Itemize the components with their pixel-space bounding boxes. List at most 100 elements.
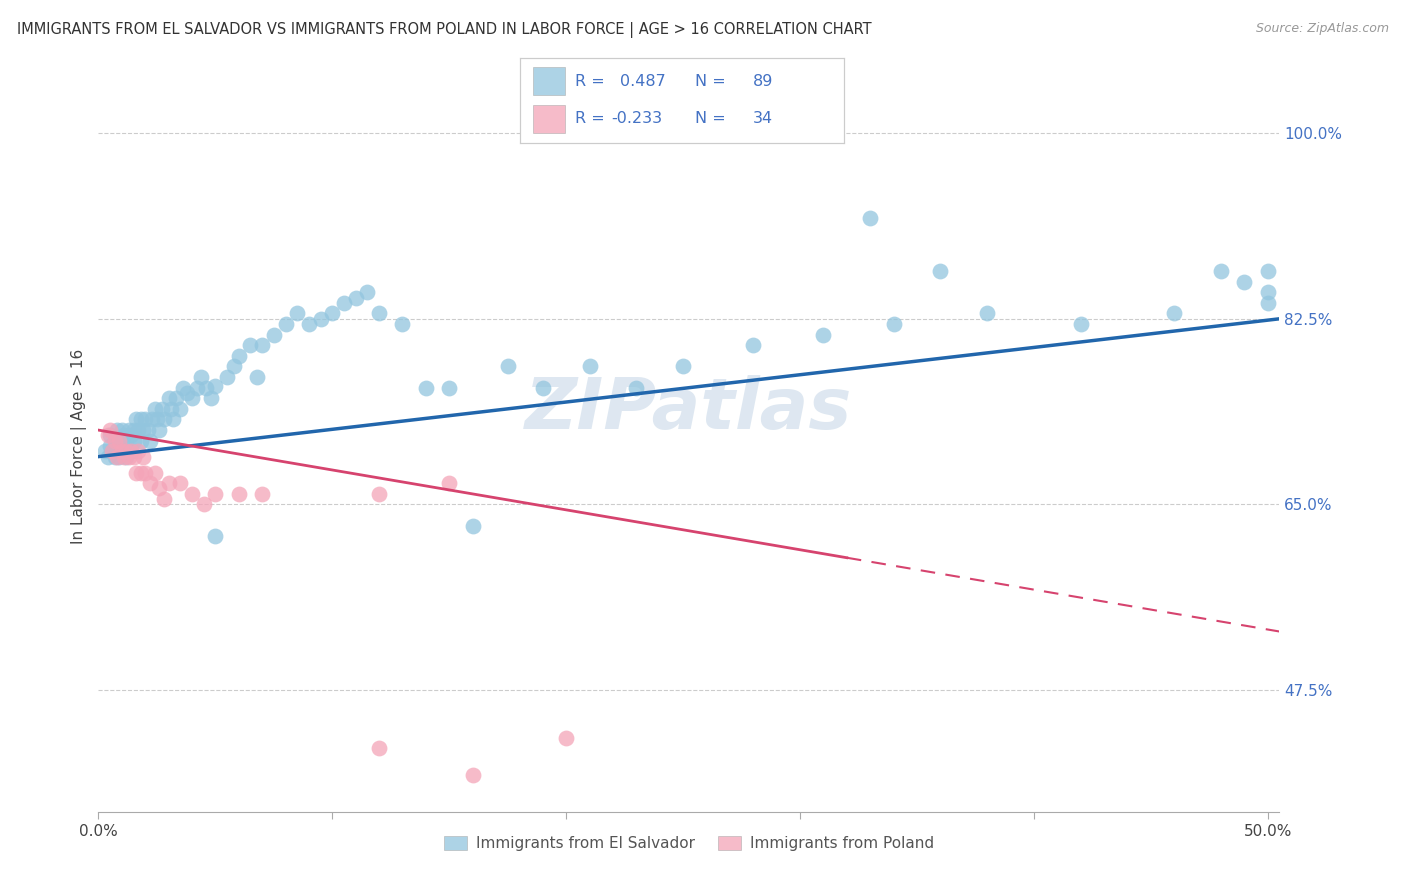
Point — [143, 466, 166, 480]
Point — [105, 444, 128, 458]
Point — [176, 386, 198, 401]
Point — [139, 476, 162, 491]
Point — [94, 444, 117, 458]
Text: R =: R = — [575, 74, 616, 89]
Point — [181, 392, 204, 406]
Point — [98, 423, 121, 437]
Point — [153, 491, 176, 506]
Point — [1233, 275, 1256, 289]
Text: ZIPatlas: ZIPatlas — [526, 375, 852, 444]
Point — [883, 317, 905, 331]
Point — [391, 317, 413, 331]
Text: IMMIGRANTS FROM EL SALVADOR VS IMMIGRANTS FROM POLAND IN LABOR FORCE | AGE > 16 : IMMIGRANTS FROM EL SALVADOR VS IMMIGRANT… — [17, 22, 872, 38]
Point — [626, 381, 648, 395]
Point — [132, 450, 155, 464]
Point — [246, 370, 269, 384]
Point — [104, 434, 127, 448]
Point — [108, 434, 131, 448]
Point — [169, 476, 191, 491]
Point — [298, 317, 321, 331]
Point — [162, 412, 184, 426]
Point — [115, 444, 138, 458]
Point — [105, 450, 128, 464]
Point — [190, 370, 212, 384]
Point — [108, 434, 131, 448]
Point — [101, 444, 124, 458]
Point — [250, 486, 273, 500]
Point — [333, 296, 356, 310]
Point — [132, 423, 155, 437]
Point — [157, 392, 180, 406]
Point — [181, 486, 204, 500]
Point — [344, 291, 367, 305]
Point — [976, 306, 998, 320]
Point — [120, 444, 142, 458]
Point — [263, 327, 285, 342]
Point — [239, 338, 262, 352]
Text: R =: R = — [575, 112, 610, 126]
Point — [309, 311, 332, 326]
Point — [439, 476, 461, 491]
Point — [186, 381, 208, 395]
Point — [98, 428, 121, 442]
Point — [193, 497, 215, 511]
Point — [439, 381, 461, 395]
Point — [122, 423, 145, 437]
Point — [274, 317, 297, 331]
Point — [139, 434, 162, 448]
Point — [120, 444, 142, 458]
Legend: Immigrants from El Salvador, Immigrants from Poland: Immigrants from El Salvador, Immigrants … — [436, 829, 942, 859]
Text: 89: 89 — [754, 74, 773, 89]
Point — [813, 327, 835, 342]
Point — [129, 434, 152, 448]
Point — [101, 444, 124, 458]
Point — [150, 401, 173, 416]
Point — [141, 412, 163, 426]
Text: 34: 34 — [754, 112, 773, 126]
Point — [1257, 285, 1279, 300]
Point — [222, 359, 245, 374]
Point — [104, 450, 127, 464]
Point — [120, 428, 142, 442]
Point — [111, 444, 134, 458]
Point — [250, 338, 273, 352]
Point — [127, 423, 149, 437]
Point — [112, 450, 135, 464]
Point — [115, 434, 138, 448]
Point — [195, 381, 218, 395]
Y-axis label: In Labor Force | Age > 16: In Labor Force | Age > 16 — [72, 349, 87, 543]
Point — [368, 306, 391, 320]
Point — [125, 466, 148, 480]
Point — [204, 378, 226, 392]
Point — [125, 412, 148, 426]
Point — [111, 444, 134, 458]
Point — [129, 412, 152, 426]
Point — [104, 434, 127, 448]
Point — [368, 741, 391, 756]
Point — [122, 450, 145, 464]
Point — [118, 423, 141, 437]
Text: 0.487: 0.487 — [620, 74, 666, 89]
Point — [200, 392, 222, 406]
Point — [97, 450, 120, 464]
Point — [285, 306, 308, 320]
Point — [228, 486, 250, 500]
Text: N =: N = — [695, 74, 731, 89]
Point — [496, 359, 519, 374]
Point — [129, 466, 152, 480]
Text: Source: ZipAtlas.com: Source: ZipAtlas.com — [1256, 22, 1389, 36]
Point — [98, 439, 121, 453]
Point — [148, 423, 170, 437]
Point — [368, 486, 391, 500]
Point — [356, 285, 378, 300]
Point — [146, 412, 169, 426]
Point — [118, 450, 141, 464]
Point — [204, 486, 226, 500]
Point — [143, 401, 166, 416]
Point — [118, 444, 141, 458]
Point — [134, 412, 156, 426]
Point — [1257, 264, 1279, 278]
Point — [160, 401, 183, 416]
Point — [859, 211, 882, 225]
Point — [172, 381, 194, 395]
